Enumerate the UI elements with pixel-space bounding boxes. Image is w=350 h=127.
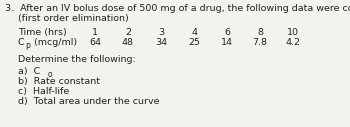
Text: 3.  After an IV bolus dose of 500 mg of a drug, the following data were collecte: 3. After an IV bolus dose of 500 mg of a… [5,4,350,13]
Text: b)  Rate constant: b) Rate constant [18,77,100,86]
Text: 1: 1 [92,28,98,37]
Text: Determine the following:: Determine the following: [18,55,136,64]
Text: 64: 64 [89,38,101,47]
Text: 4.2: 4.2 [286,38,301,47]
Text: Time (hrs): Time (hrs) [18,28,67,37]
Text: c)  Half-life: c) Half-life [18,87,69,96]
Text: 7.8: 7.8 [252,38,267,47]
Text: 4: 4 [191,28,197,37]
Text: 3: 3 [158,28,164,37]
Text: (first order elimination): (first order elimination) [18,14,129,23]
Text: 10: 10 [287,28,299,37]
Text: 14: 14 [221,38,233,47]
Text: 8: 8 [257,28,263,37]
Text: 25: 25 [188,38,200,47]
Text: 48: 48 [122,38,134,47]
Text: p: p [25,41,30,50]
Text: C: C [18,38,24,47]
Text: d)  Total area under the curve: d) Total area under the curve [18,97,160,106]
Text: (mcg/ml): (mcg/ml) [31,38,77,47]
Text: 34: 34 [155,38,167,47]
Text: 6: 6 [224,28,230,37]
Text: a)  C: a) C [18,67,40,76]
Text: 2: 2 [125,28,131,37]
Text: o: o [48,70,52,79]
